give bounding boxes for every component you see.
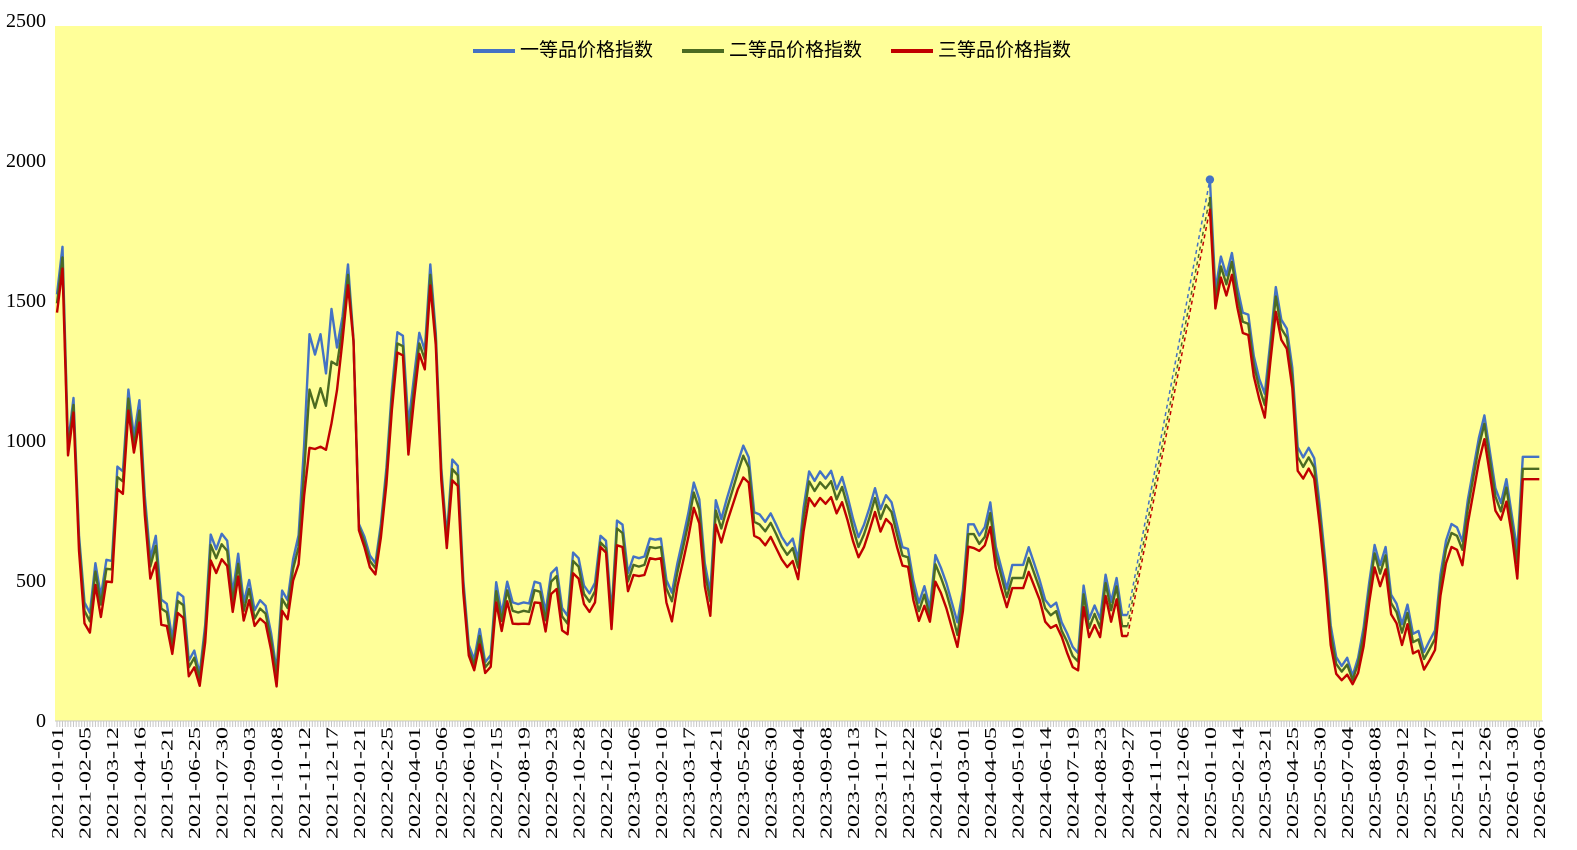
x-axis-tick-label: 2025-05-30 — [1311, 727, 1330, 839]
x-axis-tick-label: 2023-01-06 — [624, 727, 643, 839]
x-axis-tick-label: 2022-12-02 — [597, 727, 616, 839]
x-axis-tick-label: 2021-10-08 — [268, 727, 287, 839]
x-axis-tick-label: 2021-06-25 — [185, 727, 204, 839]
y-axis-tick-label: 1500 — [6, 290, 46, 312]
x-axis-tick-label: 2025-12-26 — [1475, 727, 1494, 839]
series-line-2-solid-pre-gap — [55, 256, 1128, 680]
series-line-1-dashed-gap — [1126, 179, 1211, 616]
legend: 一等品价格指数 二等品价格指数 三等品价格指数 — [473, 40, 1071, 62]
legend-item-grade2: 二等品价格指数 — [682, 40, 862, 62]
x-axis-tick-label: 2023-11-17 — [871, 726, 890, 839]
x-axis-tick-label: 2025-04-25 — [1283, 727, 1302, 839]
x-axis-tick-label: 2024-05-10 — [1009, 727, 1028, 839]
x-axis-tick-label: 2021-07-30 — [213, 727, 232, 839]
x-axis-tick-label: 2021-12-17 — [322, 726, 341, 839]
series-line-2-dashed-gap — [1126, 196, 1211, 627]
x-axis-tick-label: 2026-01-30 — [1503, 727, 1522, 839]
y-axis-tick-label: 500 — [16, 570, 46, 592]
x-axis-tick-label: 2024-09-27 — [1119, 726, 1138, 839]
x-axis-tick-label: 2022-06-10 — [460, 727, 479, 839]
x-axis-tick-label: 2023-06-30 — [762, 727, 781, 839]
legend-label-grade1: 一等品价格指数 — [520, 40, 654, 61]
x-axis-tick-label: 2021-02-05 — [75, 727, 94, 839]
x-axis-tick-label: 2023-08-04 — [789, 726, 808, 839]
grade3-line-swatch-icon — [891, 49, 934, 53]
x-axis-tick-label: 2025-07-04 — [1338, 726, 1357, 839]
x-axis-tick-label: 2023-03-17 — [679, 726, 698, 839]
grade2-line-swatch-icon — [682, 49, 725, 53]
x-axis-tick-label: 2022-05-06 — [432, 727, 451, 839]
x-axis-tick-label: 2022-07-15 — [487, 727, 506, 839]
legend-label-grade3: 三等品价格指数 — [938, 40, 1072, 61]
x-axis-tick-label: 2022-01-21 — [350, 727, 369, 839]
x-axis-tick-label: 2024-07-19 — [1064, 727, 1083, 839]
plot-area-background — [55, 26, 1542, 721]
x-axis-tick-label: 2022-02-25 — [377, 727, 396, 839]
x-axis-tick-label: 2021-04-16 — [130, 727, 149, 839]
x-axis-tick-label: 2021-11-12 — [295, 727, 314, 839]
x-axis-tick-label: 2024-11-01 — [1146, 727, 1165, 839]
x-axis-tick-marks — [56, 721, 1540, 727]
legend-item-grade3: 三等品价格指数 — [891, 40, 1071, 62]
series-line-1-solid-pre-gap — [55, 245, 1128, 675]
x-axis-tick-label: 2023-05-26 — [734, 727, 753, 839]
x-axis-tick-label: 2024-04-05 — [981, 727, 1000, 839]
x-axis-tick-label: 2024-06-14 — [1036, 726, 1055, 839]
x-axis-tick-label: 2021-01-01 — [48, 727, 67, 839]
x-axis-tick-label: 2025-09-12 — [1393, 727, 1412, 839]
x-axis-tick-label: 2023-04-21 — [707, 727, 726, 839]
grade1-line-swatch-icon — [473, 49, 515, 53]
x-axis-tick-label: 2026-03-06 — [1530, 727, 1549, 839]
x-axis-tick-label: 2025-08-08 — [1366, 727, 1385, 839]
x-axis-tick-label: 2021-03-12 — [103, 727, 122, 839]
x-axis-tick-label: 2025-01-10 — [1201, 727, 1220, 839]
x-axis-tick-label: 2022-09-23 — [542, 727, 561, 839]
y-axis-tick-label: 2500 — [6, 10, 46, 32]
x-axis-tick-label: 2025-03-21 — [1256, 727, 1275, 839]
x-axis-tick-label: 2025-11-21 — [1448, 727, 1467, 839]
x-axis-tick-label: 2021-09-03 — [240, 727, 259, 839]
x-axis-tick-label: 2023-09-08 — [817, 727, 836, 839]
x-axis-tick-label: 2023-02-10 — [652, 727, 671, 839]
series-line-2-solid-post-gap — [1208, 196, 1540, 682]
legend-label-grade2: 二等品价格指数 — [729, 40, 863, 61]
x-axis-tick-label: 2025-10-17 — [1420, 726, 1439, 839]
y-axis-tick-label: 0 — [36, 710, 46, 732]
x-axis-tick-label: 2023-10-13 — [844, 727, 863, 839]
legend-item-grade1: 一等品价格指数 — [473, 40, 653, 62]
x-axis-tick-label: 2022-10-28 — [570, 727, 589, 839]
series-line-3-solid-pre-gap — [55, 267, 1128, 688]
series-line-3-solid-post-gap — [1208, 208, 1540, 686]
series-line-3-dashed-gap — [1126, 208, 1211, 637]
peak-marker-dot — [1205, 175, 1215, 184]
y-axis-tick-label: 1000 — [6, 430, 46, 452]
x-axis-tick-label: 2021-05-21 — [158, 727, 177, 839]
y-axis-tick-label: 2000 — [6, 150, 46, 172]
x-axis-tick-label: 2025-02-14 — [1228, 726, 1247, 839]
x-axis-tick-label: 2024-08-23 — [1091, 727, 1110, 839]
x-axis-tick-label: 2024-12-06 — [1173, 727, 1192, 839]
x-axis-tick-label: 2022-04-01 — [405, 727, 424, 839]
x-axis-tick-label: 2024-03-01 — [954, 727, 973, 839]
x-axis-tick-label: 2022-08-19 — [515, 727, 534, 839]
x-axis-tick-label: 2024-01-26 — [926, 727, 945, 839]
x-axis-tick-label: 2023-12-22 — [899, 727, 918, 839]
